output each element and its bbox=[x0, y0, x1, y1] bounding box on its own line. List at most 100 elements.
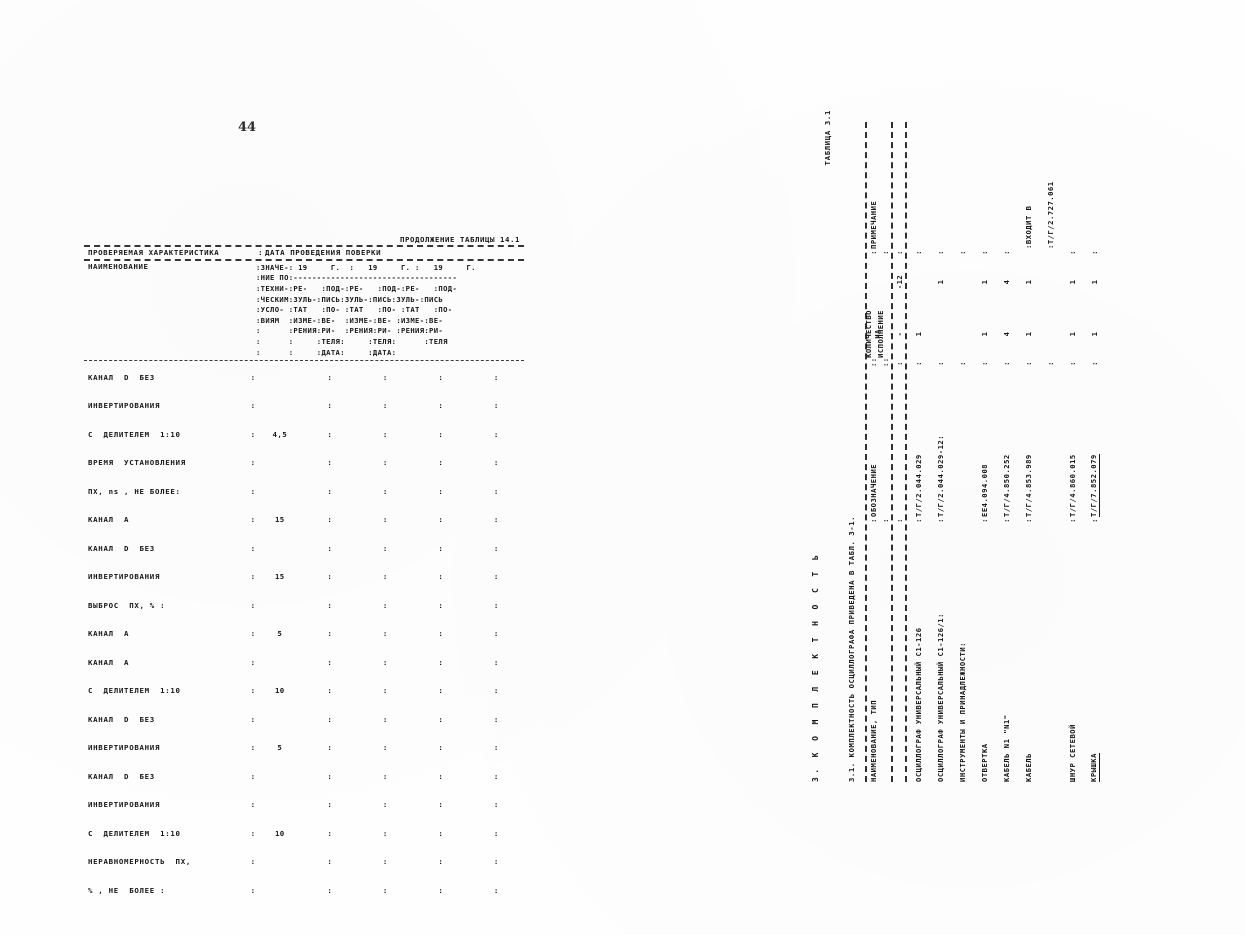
row-date-cell-3: : bbox=[438, 572, 444, 582]
table-rule-top bbox=[84, 245, 524, 248]
row-date-cell-1: : bbox=[327, 372, 333, 382]
row-nominal-value: 5 bbox=[277, 743, 283, 753]
table-row: КАНАЛ D БЕЗ::::: bbox=[84, 363, 524, 392]
row-sep: : bbox=[250, 401, 256, 411]
row-characteristic-name: КАНАЛ D БЕЗ bbox=[88, 771, 155, 781]
row-date-cell-2: : bbox=[382, 515, 388, 525]
row-value-cell: :5 bbox=[249, 743, 303, 753]
row-value-cell: : bbox=[249, 886, 303, 894]
rrow-bar-3: : bbox=[913, 250, 923, 255]
item-name-text: КРЫШКА bbox=[1088, 753, 1100, 782]
table-row: ИНВЕРТИРОВАНИЯ::::: bbox=[84, 791, 524, 820]
table-row: КАНАЛ D БЕЗ::::: bbox=[84, 534, 524, 563]
item-designation: Т/Г/4.860.015 bbox=[1067, 454, 1077, 517]
rbar-3: : bbox=[868, 250, 878, 255]
row-characteristic-name: ВЫБРОС ПХ, % : bbox=[88, 600, 166, 610]
rotated-page-content: 3. К О М П Л Е К Т Н О С Т Ь 3.1. КОМПЛЕ… bbox=[805, 100, 1135, 800]
row-date-cell-4: : bbox=[493, 429, 499, 439]
row-date-cell-1: : bbox=[327, 486, 333, 496]
left-page-number: 44 bbox=[238, 120, 257, 135]
table-row: КАНАЛ А:5:::: bbox=[84, 620, 524, 649]
row-date-cell-3: : bbox=[438, 629, 444, 639]
row-date-cell-4: : bbox=[493, 828, 499, 838]
rrow-bar-1: : bbox=[1089, 518, 1099, 523]
rrow-bar-2: : bbox=[1023, 361, 1033, 366]
row-date-cell-1: : bbox=[327, 743, 333, 753]
row-date-cell-4: : bbox=[493, 629, 499, 639]
item-designation-text: Т/Г/7.852.079 bbox=[1088, 454, 1100, 517]
row-date-cell-4: : bbox=[493, 771, 499, 781]
row-characteristic-name: КАНАЛ А bbox=[88, 657, 130, 667]
verification-characteristics-table: ПРОДОЛЖЕНИЕ ТАБЛИЦЫ 14.1 ПРОВЕРЯЕМАЯ ХАР… bbox=[84, 236, 524, 905]
row-date-cell-3: : bbox=[438, 686, 444, 696]
header-col-date: ДАТА ПРОВЕДЕНИЯ ПОВЕРКИ bbox=[265, 248, 382, 258]
item-qty-exec-1: 1 bbox=[913, 331, 923, 337]
rrow-bar-1: : bbox=[935, 518, 945, 523]
row-characteristic-name: С ДЕЛИТЕЛЕМ 1:10 bbox=[88, 828, 181, 838]
row-value-cell: : bbox=[249, 459, 303, 467]
row-date-cell-3: : bbox=[438, 486, 444, 496]
row-characteristic-name: КАНАЛ D БЕЗ bbox=[88, 714, 155, 724]
row-date-cell-2: : bbox=[382, 714, 388, 724]
item-designation: Т/Г/4.850.252 bbox=[1001, 454, 1011, 517]
item-qty-exec-2: 1 bbox=[935, 279, 945, 285]
row-sep: : bbox=[250, 714, 256, 724]
rrow-bar-2: : bbox=[1089, 361, 1099, 366]
table-row: ВЫБРОС ПХ, % :::::: bbox=[84, 591, 524, 620]
row-date-cell-2: : bbox=[382, 885, 388, 895]
row-characteristic-name: ИНВЕРТИРОВАНИЯ bbox=[88, 743, 161, 753]
row-characteristic-name: КАНАЛ D БЕЗ bbox=[88, 543, 155, 553]
rtable-rule-mid bbox=[891, 122, 893, 782]
rheader-exec-2: -12 bbox=[894, 274, 904, 290]
table-row: КАНАЛ А::::: bbox=[84, 648, 524, 677]
row-characteristic-name: ИНВЕРТИРОВАНИЯ bbox=[88, 401, 161, 411]
row-characteristic-name: С ДЕЛИТЕЛЕМ 1:10 bbox=[88, 686, 181, 696]
item-qty-exec-2: 1 bbox=[1089, 279, 1099, 285]
row-date-cell-3: : bbox=[438, 515, 444, 525]
item-qty-exec-1: 1 bbox=[1023, 331, 1033, 337]
row-characteristic-name: С ДЕЛИТЕЛЕМ 1:10 bbox=[88, 429, 181, 439]
row-sep: : bbox=[250, 429, 256, 439]
list-item: ИНСТРУМЕНТЫ И ПРИНАДЛЕЖНОСТИ::: bbox=[951, 122, 973, 782]
row-sep: : bbox=[250, 800, 256, 810]
item-qty-exec-1: 1 bbox=[1067, 331, 1077, 337]
row-date-cell-1: : bbox=[327, 714, 333, 724]
row-value-cell: : 15 bbox=[249, 516, 303, 524]
rrow-bar-1: : bbox=[1001, 518, 1011, 523]
row-nominal-value: 4,5 bbox=[272, 429, 288, 439]
row-value-cell: : 10 bbox=[249, 829, 303, 837]
rtable-header-row-3: : : - -12 : bbox=[893, 122, 905, 782]
row-date-cell-1: : bbox=[327, 515, 333, 525]
table-row: КАНАЛ А: 15:::: bbox=[84, 506, 524, 535]
row-date-cell-3: : bbox=[438, 828, 444, 838]
row-date-cell-4: : bbox=[493, 686, 499, 696]
row-date-cell-1: : bbox=[327, 686, 333, 696]
row-value-cell: : 15 bbox=[249, 573, 303, 581]
row-characteristic-name: НЕРАВНОМЕРНОСТЬ ПХ, bbox=[88, 857, 191, 867]
item-designation: Т/Г/7.852.079 bbox=[1088, 367, 1100, 517]
row-date-cell-1: : bbox=[327, 401, 333, 411]
row-characteristic-name: КАНАЛ D БЕЗ bbox=[88, 372, 155, 382]
rbar-7: : bbox=[894, 518, 904, 523]
row-date-cell-3: : bbox=[438, 429, 444, 439]
rrow-bar-2: : bbox=[1067, 361, 1077, 366]
completeness-table: НАИМЕНОВАНИЕ, ТИП : ОБОЗНАЧЕНИЕ :: КОЛИЧ… bbox=[864, 122, 1105, 782]
table-header-main: ПРОВЕРЯЕМАЯ ХАРАКТЕРИСТИКА : ДАТА ПРОВЕД… bbox=[84, 248, 524, 258]
table-rule-under-main bbox=[84, 258, 524, 261]
row-date-cell-2: : bbox=[382, 372, 388, 382]
rrow-bar-2: : bbox=[979, 361, 989, 366]
table-row: % , НЕ БОЛЕЕ :::::: bbox=[84, 876, 524, 905]
header-separator: : bbox=[258, 248, 263, 258]
rrow-bar-1: : bbox=[979, 518, 989, 523]
row-date-cell-4: : bbox=[493, 372, 499, 382]
row-date-cell-2: : bbox=[382, 686, 388, 696]
row-date-cell-4: : bbox=[493, 543, 499, 553]
table-row: ПХ, ns , НЕ БОЛЕЕ:::::: bbox=[84, 477, 524, 506]
row-date-cell-2: : bbox=[382, 572, 388, 582]
row-date-cell-2: : bbox=[382, 543, 388, 553]
row-sep: : bbox=[250, 743, 256, 753]
table-row: КАНАЛ D БЕЗ::::: bbox=[84, 705, 524, 734]
rbar-4: : bbox=[880, 518, 890, 523]
row-sep: : bbox=[250, 657, 256, 667]
table-body: КАНАЛ D БЕЗ::::: ИНВЕРТИРОВАНИЯ::::: С ДЕЛ… bbox=[84, 363, 524, 905]
